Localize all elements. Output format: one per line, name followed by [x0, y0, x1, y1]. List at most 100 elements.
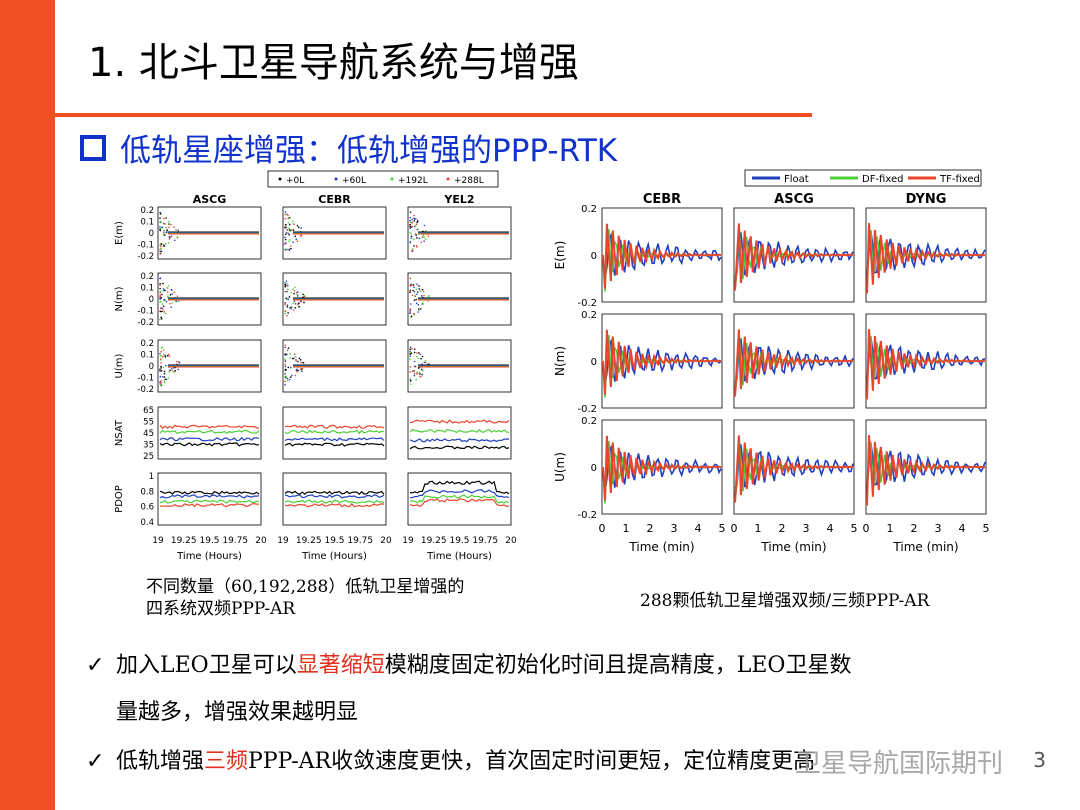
right-row-label-0: E(m) [553, 241, 567, 270]
left-scatter-point [159, 368, 161, 371]
left-scatter-point [171, 302, 173, 304]
left-scatter-point [416, 246, 418, 248]
left-row-tick-3-0: 65 [143, 406, 154, 416]
left-scatter-point [409, 219, 411, 222]
left-scatter-point [164, 312, 167, 315]
left-legend-marker-3 [446, 177, 450, 181]
left-scatter-point [423, 236, 426, 238]
left-scatter-point [413, 286, 415, 289]
left-pdop-line [284, 490, 385, 496]
left-scatter-point [176, 295, 179, 297]
left-scatter-point [286, 349, 289, 351]
right-x-tick-0-5: 5 [719, 522, 726, 535]
left-scatter-point [409, 308, 412, 311]
left-scatter-point [415, 355, 418, 358]
left-scatter-point [294, 374, 297, 377]
left-row-label-1: N(m) [114, 286, 125, 311]
left-scatter-point [161, 310, 163, 313]
left-x-label-0: Time (Hours) [176, 551, 242, 562]
left-scatter-point [411, 218, 413, 221]
left-scatter-point [287, 298, 290, 300]
left-scatter-point [422, 290, 425, 293]
left-scatter-point [167, 220, 170, 223]
right-x-tick-2-0: 0 [863, 522, 870, 535]
left-scatter-point [300, 361, 302, 364]
left-scatter-point [413, 374, 416, 377]
left-scatter-point [409, 380, 412, 382]
left-scatter-point [296, 225, 299, 227]
left-pdop-line [159, 494, 260, 499]
left-scatter-point [420, 368, 423, 371]
left-scatter-point [294, 356, 297, 358]
left-scatter-point [413, 245, 415, 247]
left-scatter-point [162, 375, 164, 378]
left-row-tick-0-4: -0.2 [137, 252, 154, 262]
left-scatter-point [162, 366, 165, 369]
right-row-label-2: U(m) [553, 452, 567, 482]
left-scatter-point [409, 353, 412, 355]
left-panel-3-0 [157, 406, 262, 460]
right-x-tick-2-4: 4 [959, 522, 966, 535]
left-scatter-point [285, 226, 288, 229]
left-scatter-point [410, 237, 412, 240]
left-scatter-point [415, 223, 418, 226]
left-scatter-point [159, 244, 162, 247]
left-scatter-point [409, 216, 411, 219]
left-scatter-point [160, 350, 163, 353]
left-scatter-point [416, 352, 418, 354]
left-scatter-point [159, 384, 162, 387]
left-panel-4-1 [282, 472, 387, 526]
right-x-tick-2-5: 5 [983, 522, 990, 535]
left-x-tick-2-4: 20 [505, 536, 517, 546]
left-scatter-point [293, 309, 295, 311]
left-scatter-point [286, 306, 289, 308]
left-legend-label-3: +288L [454, 176, 484, 186]
left-scatter-point [286, 377, 289, 380]
left-scatter-point [159, 282, 161, 285]
left-scatter-point [284, 344, 287, 347]
left-station-label-0: ASCG [193, 193, 227, 206]
left-scatter-point [284, 242, 286, 245]
right-x-tick-2-2: 2 [911, 522, 918, 535]
left-pdop-line [409, 498, 510, 508]
left-scatter-point [297, 369, 299, 372]
left-legend-marker-1 [334, 177, 338, 181]
left-scatter-point [428, 295, 430, 298]
left-scatter-point [284, 312, 287, 315]
left-scatter-point [284, 285, 286, 288]
left-scatter-point [173, 226, 176, 228]
left-pdop-line [159, 499, 260, 504]
left-scatter-point [170, 223, 172, 226]
left-scatter-point [160, 369, 163, 372]
left-scatter-point [167, 242, 170, 244]
left-scatter-point [291, 229, 293, 231]
right-x-tick-2-3: 3 [935, 522, 942, 535]
left-x-tick-1-2: 19.5 [324, 536, 344, 546]
left-scatter-point [415, 298, 417, 301]
left-scatter-point [177, 368, 180, 371]
left-scatter-point [300, 300, 303, 303]
bullet-1-post: 模糊度固定初始化时间且提高精度，LEO卫星数 [384, 653, 852, 678]
left-scatter-point [411, 370, 414, 373]
left-scatter-point [159, 294, 162, 297]
bullet-1-pre: 加入LEO卫星可以 [116, 653, 297, 678]
right-x-tick-1-0: 0 [731, 522, 738, 535]
left-pdop-line [409, 489, 510, 499]
left-pdop-line [159, 503, 260, 508]
left-scatter-point [164, 378, 167, 381]
left-scatter-point [161, 226, 163, 229]
left-scatter-point [160, 307, 162, 309]
left-scatter-point [288, 217, 290, 219]
left-scatter-point [171, 293, 174, 295]
right-row-tick-1-1: 0 [591, 357, 597, 368]
left-scatter-point [422, 234, 425, 236]
left-scatter-point [163, 380, 166, 382]
left-scatter-point [163, 217, 165, 220]
right-x-tick-0-4: 4 [695, 522, 702, 535]
left-scatter-point [163, 311, 166, 313]
left-scatter-point [419, 308, 422, 310]
left-scatter-point [418, 371, 421, 374]
left-scatter-point [168, 223, 170, 225]
left-x-tick-2-0: 19 [402, 536, 414, 546]
